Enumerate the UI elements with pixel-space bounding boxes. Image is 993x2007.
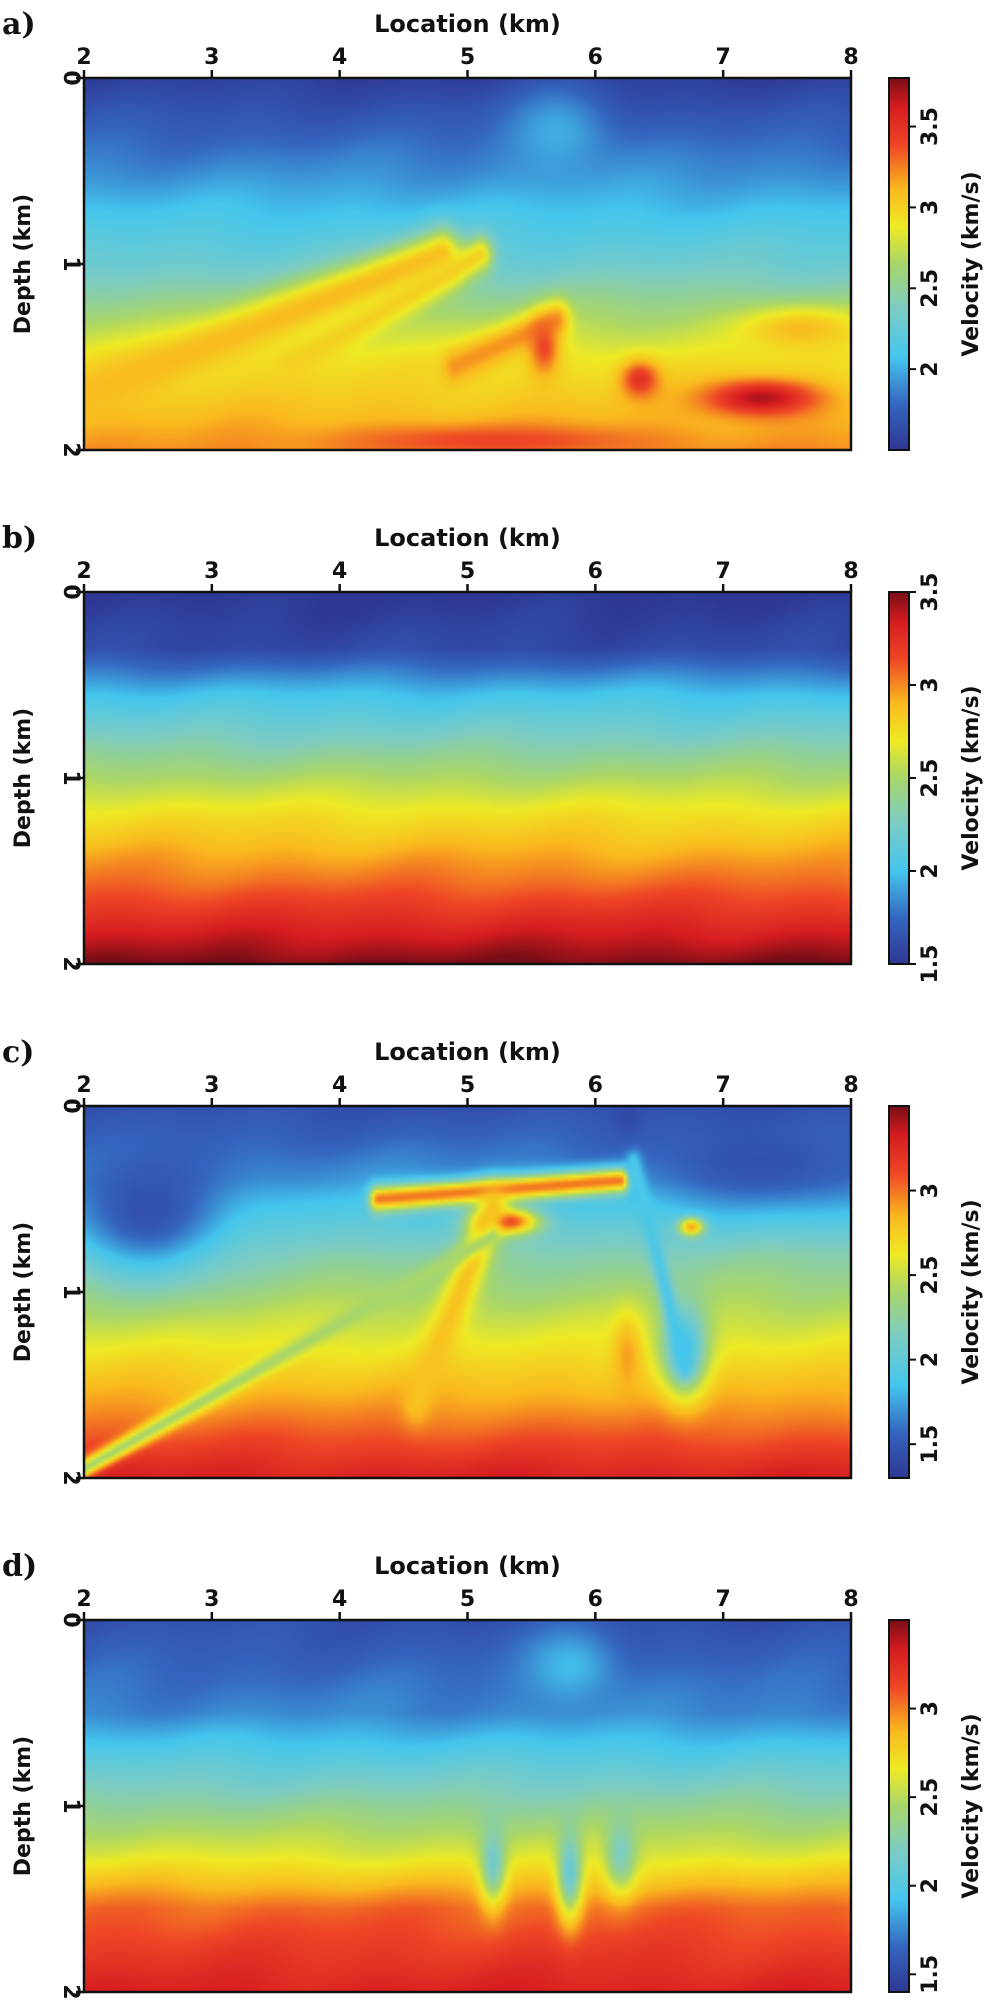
colorbar-tick-label: 3 [918, 200, 943, 215]
y-tick-label: 0 [58, 584, 83, 599]
x-tick-label: 5 [460, 45, 475, 70]
y-axis-label: Depth (km) [11, 1736, 36, 1876]
x-tick-label: 4 [332, 1073, 347, 1098]
colorbar [889, 78, 909, 450]
colorbar-label: Velocity (km/s) [959, 685, 984, 870]
y-tick-label: 1 [58, 770, 83, 785]
x-axis-label: Location (km) [374, 1552, 561, 1580]
panel-d: d) Location (km) 2 3 4 5 6 7 8 0 1 2 Depth (km) 1.5 2 2… [2, 1549, 984, 2000]
colorbar [889, 1620, 909, 1992]
x-tick-label: 5 [460, 559, 475, 584]
colorbar-frame [888, 77, 910, 451]
x-tick-label: 6 [588, 1073, 603, 1098]
heatmap-image [84, 1620, 851, 1992]
colorbar-frame [888, 1619, 910, 1993]
x-tick-label: 2 [76, 1073, 91, 1098]
colorbar-label: Velocity (km/s) [959, 171, 984, 356]
x-tick-label: 6 [588, 1587, 603, 1612]
x-axis-label: Location (km) [374, 10, 561, 38]
x-tick-label: 7 [716, 1587, 731, 1612]
y-tick-label: 1 [58, 1284, 83, 1299]
colorbar-tick-label: 2 [918, 361, 943, 376]
panel-label: b) [2, 521, 37, 556]
panel-b: b) Location (km) 2 3 4 5 6 7 8 0 1 2 Depth (km) 1.5 2 2… [2, 521, 984, 983]
colorbar-tick-label: 2.5 [918, 759, 943, 798]
colorbar [889, 1106, 909, 1478]
colorbar-tick-label: 3.5 [918, 107, 943, 146]
colorbar [889, 592, 909, 964]
colorbar-label: Velocity (km/s) [959, 1713, 984, 1898]
colorbar-tick-label: 1.5 [918, 945, 943, 984]
panel-label: c) [2, 1035, 34, 1070]
y-tick-label: 2 [58, 1470, 83, 1485]
y-tick-label: 1 [58, 256, 83, 271]
x-tick-label: 5 [460, 1587, 475, 1612]
y-tick-label: 0 [58, 1612, 83, 1627]
colorbar-frame [888, 1105, 910, 1479]
x-tick-label: 5 [460, 1073, 475, 1098]
y-tick-label: 0 [58, 70, 83, 85]
x-tick-label: 7 [716, 45, 731, 70]
colorbar-tick-label: 2 [918, 1878, 943, 1893]
colorbar-tick-label: 2.5 [918, 1256, 943, 1295]
heatmap-image [84, 1106, 851, 1478]
colorbar-tick-label: 2.5 [918, 269, 943, 308]
panel-label: a) [2, 7, 36, 42]
colorbar-tick-label: 3 [918, 1183, 943, 1198]
y-tick-label: 1 [58, 1798, 83, 1813]
colorbar-tick-label: 3 [918, 677, 943, 692]
x-tick-label: 8 [843, 1587, 858, 1612]
y-tick-label: 2 [58, 442, 83, 457]
x-tick-label: 7 [716, 559, 731, 584]
y-tick-label: 0 [58, 1098, 83, 1113]
heatmap-image [84, 78, 851, 450]
colorbar-tick-label: 3 [918, 1701, 943, 1716]
x-axis-label: Location (km) [374, 1038, 561, 1066]
x-tick-label: 3 [204, 1587, 219, 1612]
colorbar-tick-label: 2 [918, 863, 943, 878]
x-tick-label: 7 [716, 1073, 731, 1098]
x-tick-label: 8 [843, 559, 858, 584]
panel-a: a) Location (km) 2 3 4 5 6 7 8 0 1 2 Depth (km) 2 2.5 3… [2, 7, 984, 458]
colorbar-tick-label: 2 [918, 1352, 943, 1367]
x-tick-label: 2 [76, 1587, 91, 1612]
y-axis-label: Depth (km) [11, 1222, 36, 1362]
colorbar-tick-label: 2.5 [918, 1778, 943, 1817]
x-tick-label: 8 [843, 45, 858, 70]
colorbar-label: Velocity (km/s) [959, 1199, 984, 1384]
y-tick-label: 2 [58, 956, 83, 971]
x-tick-label: 6 [588, 559, 603, 584]
colorbar-tick-label: 1.5 [918, 1425, 943, 1464]
x-tick-label: 2 [76, 45, 91, 70]
y-axis-label: Depth (km) [11, 708, 36, 848]
panel-label: d) [2, 1549, 37, 1584]
x-tick-label: 3 [204, 45, 219, 70]
y-axis-label: Depth (km) [11, 194, 36, 334]
heatmap-image [84, 592, 851, 964]
x-tick-label: 3 [204, 1073, 219, 1098]
x-tick-label: 6 [588, 45, 603, 70]
y-tick-label: 2 [58, 1984, 83, 1999]
x-axis-label: Location (km) [374, 524, 561, 552]
x-tick-label: 2 [76, 559, 91, 584]
x-tick-label: 8 [843, 1073, 858, 1098]
colorbar-tick-label: 1.5 [918, 1955, 943, 1994]
x-tick-label: 4 [332, 45, 347, 70]
colorbar-tick-label: 3.5 [918, 573, 943, 612]
x-tick-label: 4 [332, 1587, 347, 1612]
x-tick-label: 3 [204, 559, 219, 584]
x-tick-label: 4 [332, 559, 347, 584]
panel-c: c) Location (km) 2 3 4 5 6 7 8 0 1 2 Depth (km) 1.5 2 2… [2, 1035, 984, 1486]
